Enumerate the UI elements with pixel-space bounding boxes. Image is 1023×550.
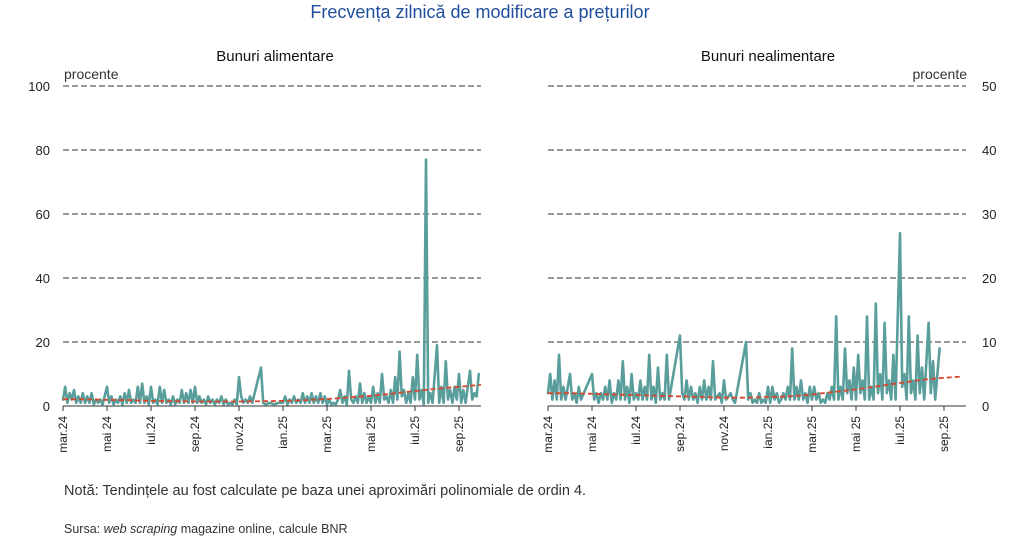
chart-1-xtick-label: iul.24 [629, 416, 643, 445]
chart-1-series-line [546, 231, 941, 405]
chart-1-ytick-label: 20 [982, 271, 996, 286]
chart-0-ylabel: procente [64, 66, 119, 82]
chart-1-xtick-label: nov.24 [717, 416, 731, 451]
chart-1-ytick-label: 30 [982, 207, 996, 222]
chart-1-ylabel: procente [913, 66, 968, 82]
chart-0-ytick-label: 0 [43, 399, 50, 414]
chart-1-xtick-label: mar.24 [541, 416, 555, 453]
chart-0-xtick-label: nov.24 [232, 416, 246, 451]
chart-0-xtick-label: mar.25 [320, 416, 334, 453]
chart-0-series-line [61, 158, 481, 406]
chart-0-ytick-label: 40 [36, 271, 50, 286]
chart-0-xtick-label: mai 25 [364, 416, 378, 452]
chart-0-ytick-label: 20 [36, 335, 50, 350]
chart-0-ytick-label: 80 [36, 143, 50, 158]
chart-1-xtick-label: ian.25 [761, 416, 775, 449]
chart-1-ytick-label: 10 [982, 335, 996, 350]
source-suffix: magazine online, calcule BNR [177, 522, 348, 536]
chart-1-ytick-label: 50 [982, 79, 996, 94]
chart-note: Notă: Tendințele au fost calculate pe ba… [64, 483, 587, 499]
chart-0-xtick-label: iul.25 [408, 416, 422, 445]
chart-0-xtick-label: sep.25 [452, 416, 466, 452]
source-italic: web scraping [103, 522, 178, 536]
chart-0-xtick-label: mar.24 [56, 416, 70, 453]
source-prefix: Sursa: [64, 522, 104, 536]
chart-1-xtick-label: mai 25 [849, 416, 863, 452]
chart-0-ytick-label: 60 [36, 207, 50, 222]
chart-0-title: Bunuri alimentare [216, 48, 334, 65]
chart-0-xtick-label: mai 24 [100, 416, 114, 452]
chart-1-ytick-label: 40 [982, 143, 996, 158]
chart-0-xtick-label: sep.24 [188, 416, 202, 452]
charts-canvas: Bunuri alimentareprocente020406080100mar… [28, 48, 996, 453]
chart-1-xtick-label: iul.25 [893, 416, 907, 445]
chart-0-ytick-label: 100 [28, 79, 50, 94]
chart-0-trend-line [63, 384, 482, 403]
chart-1-xtick-label: sep.24 [673, 416, 687, 452]
chart-1-title: Bunuri nealimentare [701, 48, 835, 65]
chart-source: Sursa: web scraping magazine online, cal… [64, 522, 348, 536]
chart-1-xtick-label: sep.25 [937, 416, 951, 452]
chart-0-xtick-label: ian.25 [276, 416, 290, 449]
chart-1-trend-line [548, 375, 962, 399]
chart-1-xtick-label: mai 24 [585, 416, 599, 452]
chart-0-xtick-label: iul.24 [144, 416, 158, 445]
page-title: Frecvența zilnică de modificare a prețur… [310, 2, 650, 22]
chart-1-ytick-label: 0 [982, 399, 989, 414]
chart-1-xtick-label: mar.25 [805, 416, 819, 453]
